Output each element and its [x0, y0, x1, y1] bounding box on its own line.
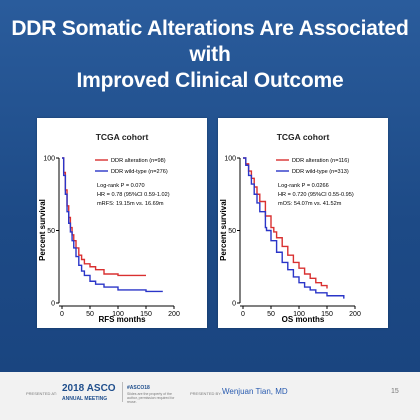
rfs-chart-panel: TCGA cohort 0 50 100 0 50 100 150 200 RFS months P…	[37, 118, 207, 328]
x-tick-label: 50	[86, 311, 94, 318]
series-line-alteration	[62, 157, 146, 277]
footer-bar	[0, 372, 420, 420]
y-tick-label: 0	[51, 301, 55, 308]
legend-label: DDR wild-type (n=276)	[111, 169, 168, 175]
x-tick-label: 200	[168, 311, 180, 318]
series-line-wildtype	[243, 157, 345, 299]
asco-annual-meeting: ANNUAL MEETING	[62, 396, 108, 402]
series-line-alteration	[243, 157, 328, 289]
y-tick-label: 100	[43, 156, 55, 163]
os-survival-chart: TCGA cohort 0 50 100 0 50 100 150 200 OS months Pe…	[219, 132, 361, 324]
asco-name: ASCO	[86, 383, 116, 394]
x-tick-label: 50	[267, 311, 275, 318]
x-tick-label: 200	[349, 311, 361, 318]
footer-divider	[122, 382, 123, 402]
y-tick-label: 0	[232, 301, 236, 308]
x-tick-label: 100	[112, 311, 124, 318]
y-tick-label: 50	[228, 228, 236, 235]
presenter-name: Wenjuan Tian, MD	[222, 387, 288, 396]
asco-note: Slides are the property of the author, p…	[127, 392, 175, 404]
asco-year: 2018	[62, 383, 85, 394]
x-tick-label: 0	[60, 311, 64, 318]
x-tick-label: 100	[293, 311, 305, 318]
rfs-survival-chart: TCGA cohort 0 50 100 0 50 100 150 200 RFS months P…	[38, 132, 180, 324]
legend-label: DDR alteration (n=116)	[292, 158, 349, 164]
asco-logo: 2018 ASCO	[62, 383, 116, 394]
stat-annotation: mRFS: 19.15m vs. 16.69m	[97, 201, 164, 207]
chart-title: TCGA cohort	[277, 132, 330, 142]
os-chart-panel: TCGA cohort 0 50 100 0 50 100 150 200 OS months Pe…	[218, 118, 388, 328]
legend-label: DDR alteration (n=98)	[111, 158, 166, 164]
stat-annotation: Log-rank P = 0.070	[97, 183, 145, 189]
presented-at-label: PRESENTED AT:	[26, 391, 57, 396]
legend-label: DDR wild-type (n=313)	[292, 169, 349, 175]
presented-by-label: PRESENTED BY:	[190, 391, 222, 396]
title-line-2: Improved Clinical Outcome	[76, 69, 344, 92]
y-axis-label: Percent survival	[219, 199, 228, 261]
y-tick-label: 100	[224, 156, 236, 163]
y-axis-label: Percent survival	[38, 199, 47, 261]
x-tick-label: 0	[241, 311, 245, 318]
slide-title: DDR Somatic Alterations Are Associated w…	[0, 16, 420, 94]
y-tick-label: 50	[47, 228, 55, 235]
x-tick-label: 150	[140, 311, 152, 318]
asco-hashtag: #ASCO18	[127, 385, 150, 391]
series-line-wildtype	[62, 157, 163, 293]
stat-annotation: Log-rank P = 0.0266	[278, 183, 329, 189]
x-tick-label: 150	[321, 311, 333, 318]
page-number: 15	[391, 388, 399, 395]
stat-annotation: mOS: 54.07m vs. 41.52m	[278, 201, 342, 207]
x-axis-label: OS months	[282, 315, 325, 324]
chart-title: TCGA cohort	[96, 132, 149, 142]
stat-annotation: HR = 0.720 (95%CI 0.55-0.95)	[278, 192, 354, 198]
x-axis-label: RFS months	[98, 315, 146, 324]
stat-annotation: HR = 0.78 (95%CI 0.59-1.02)	[97, 192, 170, 198]
title-line-1: DDR Somatic Alterations Are Associated w…	[11, 17, 409, 66]
